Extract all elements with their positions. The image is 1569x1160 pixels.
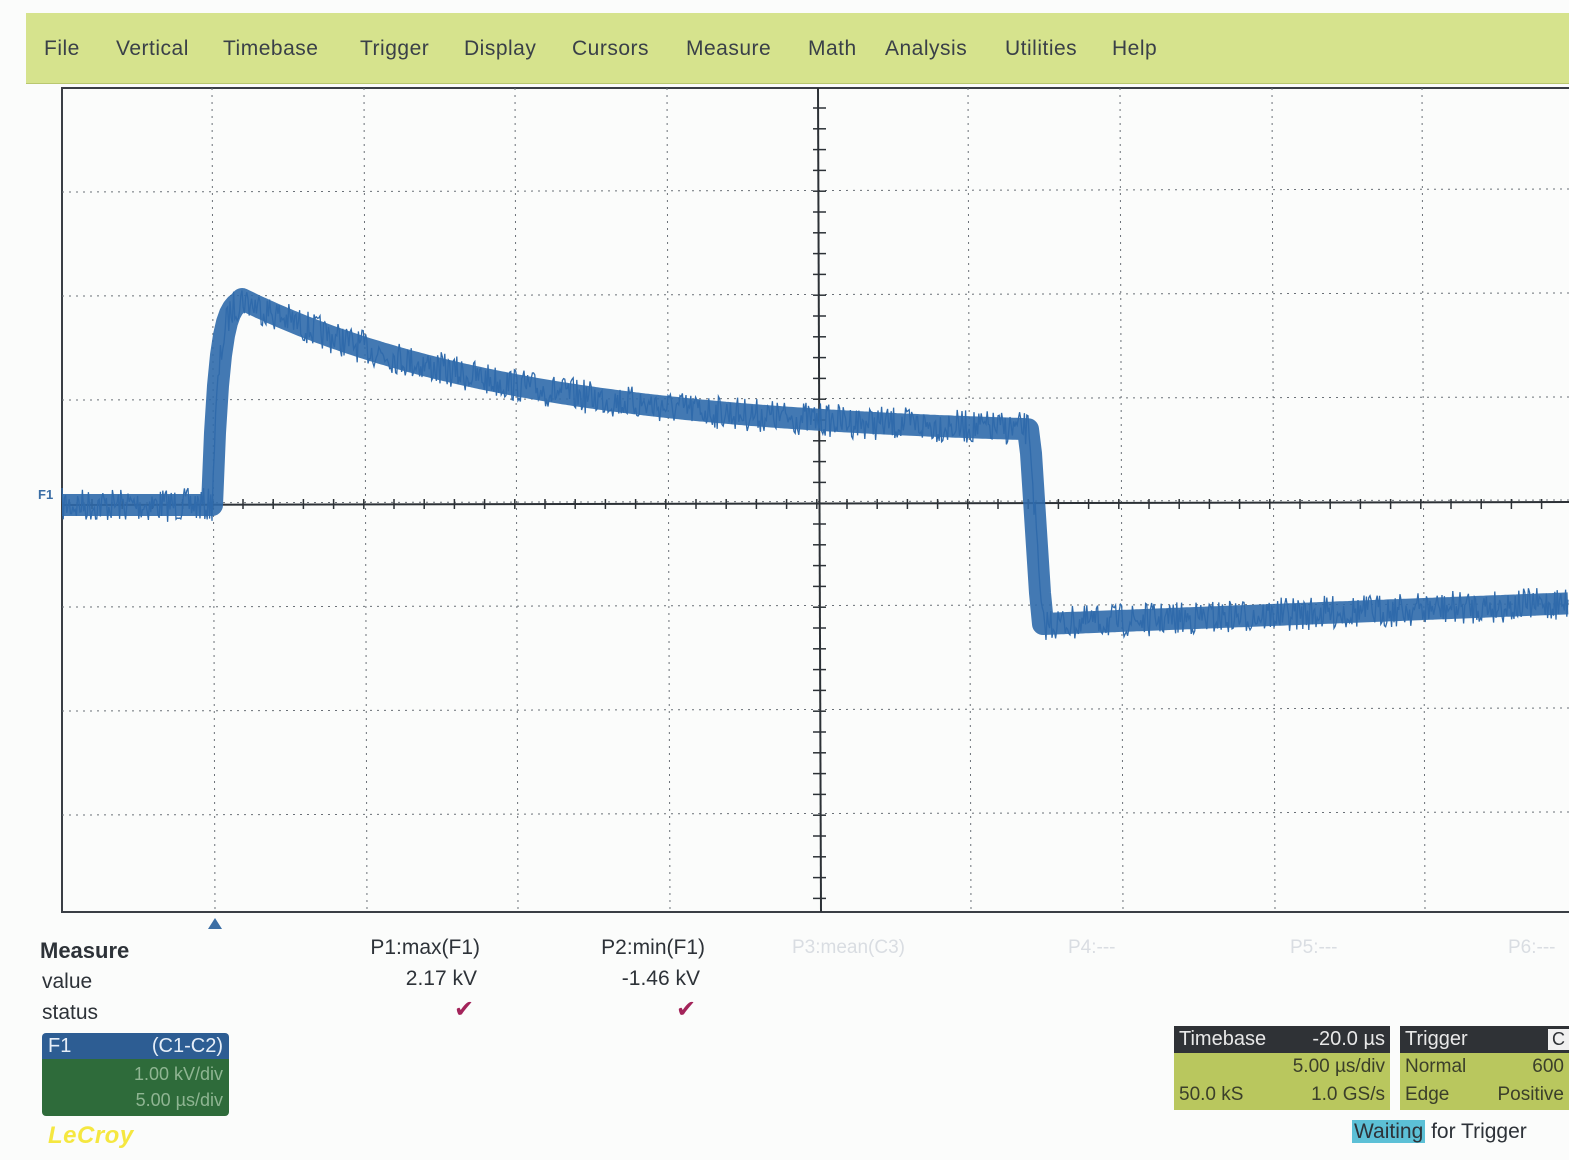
grid-vline [514, 87, 519, 913]
menu-file[interactable]: File [44, 37, 80, 60]
param-p3-name[interactable]: P3:mean(C3) [792, 937, 905, 958]
trigger-row-2: Edge Positive [1400, 1081, 1569, 1109]
lecroy-logo: LeCroy [48, 1122, 134, 1149]
timebase-descriptor[interactable]: Timebase -20.0 µs 5.00 µs/div 50.0 kS 1.… [1174, 1026, 1390, 1110]
measure-row-value-label: value [42, 970, 93, 993]
param-p6-name[interactable]: P6:--- [1508, 937, 1556, 958]
timebase-row-2: 50.0 kS 1.0 GS/s [1174, 1081, 1390, 1109]
grid-vline [363, 87, 368, 913]
param-p4-name[interactable]: P4:--- [1068, 937, 1116, 958]
status-waiting-highlight: Waiting [1352, 1120, 1426, 1143]
center-vertical-axis [817, 87, 822, 913]
channel-f1-vdiv: 1.00 kV/div [133, 1064, 223, 1084]
trigger-level: 600 [1532, 1056, 1564, 1077]
menu-measure[interactable]: Measure [686, 37, 772, 60]
grid-vline [666, 87, 671, 913]
timebase-rate: 1.0 GS/s [1311, 1084, 1385, 1105]
trigger-mode: Normal [1405, 1056, 1467, 1077]
param-p5-name[interactable]: P5:--- [1290, 937, 1338, 958]
timebase-delay: -20.0 µs [1312, 1028, 1385, 1050]
menu-analysis[interactable]: Analysis [885, 37, 968, 60]
grid-vline [1421, 87, 1426, 913]
graticule [61, 87, 1569, 913]
trigger-position-marker[interactable] [208, 918, 222, 929]
param-p2-status-check-icon: ✔ [676, 996, 697, 1023]
menu-cursors[interactable]: Cursors [572, 37, 650, 60]
param-p1-value: 2.17 kV [405, 967, 477, 990]
status-text: for Trigger [1425, 1120, 1527, 1143]
menu-math[interactable]: Math [808, 37, 857, 60]
channel-f1-hdiv: 5.00 µs/div [135, 1090, 223, 1110]
trigger-type: Edge [1405, 1084, 1450, 1105]
trace-label-f1: F1 [38, 487, 54, 502]
acquisition-status: Waiting for Trigger [1352, 1120, 1527, 1144]
trigger-row-1: Normal 600 [1400, 1053, 1569, 1081]
grid-vline [211, 87, 216, 913]
measure-title: Measure [40, 938, 130, 963]
measure-row-status-label: status [42, 1001, 99, 1024]
param-p1-name[interactable]: P1:max(F1) [370, 936, 480, 959]
trace-f1-noise [61, 290, 1569, 640]
timebase-row-1: 5.00 µs/div [1174, 1053, 1390, 1081]
menu-vertical[interactable]: Vertical [116, 37, 189, 60]
timebase-samples: 50.0 kS [1179, 1084, 1244, 1105]
channel-f1-header: F1 (C1-C2) [42, 1033, 229, 1059]
channel-f1-descriptor[interactable]: F1 (C1-C2) 1.00 kV/div 5.00 µs/div [42, 1033, 229, 1116]
trigger-descriptor[interactable]: Trigger C Normal 600 Edge Positive [1400, 1026, 1569, 1110]
menu-timebase[interactable]: Timebase [223, 37, 319, 60]
trigger-slope: Positive [1497, 1084, 1564, 1105]
menu-bar: File Vertical Timebase Trigger Display C… [26, 13, 1569, 84]
param-p2-name[interactable]: P2:min(F1) [601, 936, 705, 959]
grid-vline [1119, 87, 1124, 913]
menu-utilities[interactable]: Utilities [1005, 37, 1078, 60]
menu-display[interactable]: Display [464, 37, 537, 60]
menu-help[interactable]: Help [1112, 37, 1158, 60]
trigger-channel: C [1548, 1029, 1569, 1050]
param-p1-status-check-icon: ✔ [454, 996, 475, 1023]
channel-f1-settings: 1.00 kV/div 5.00 µs/div [42, 1059, 229, 1116]
grid-vline [967, 87, 972, 913]
channel-f1-source: (C1-C2) [151, 1034, 223, 1057]
trigger-label: Trigger [1405, 1028, 1468, 1050]
timebase-per-div: 5.00 µs/div [1292, 1056, 1385, 1077]
channel-f1-name: F1 [48, 1034, 72, 1057]
timebase-header: Timebase -20.0 µs [1174, 1026, 1390, 1053]
grid-vline [1271, 87, 1276, 913]
menu-trigger[interactable]: Trigger [360, 37, 430, 60]
timebase-label: Timebase [1179, 1028, 1267, 1050]
trigger-header: Trigger C [1400, 1026, 1569, 1053]
param-p2-value: -1.46 kV [621, 967, 700, 990]
